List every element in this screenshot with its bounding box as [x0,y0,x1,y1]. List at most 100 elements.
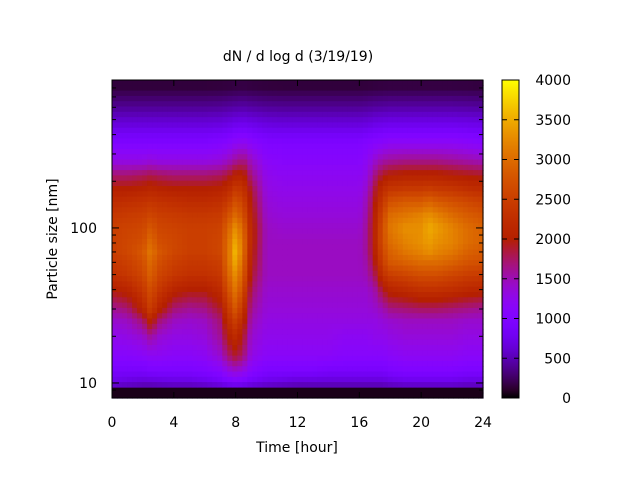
heatmap-cell [247,286,253,293]
heatmap-cell [232,254,238,261]
heatmap-cell [232,159,238,166]
heatmap-cell [127,281,133,288]
heatmap-cell [462,254,469,261]
heatmap-cell [252,201,258,208]
heatmap-cell [322,159,329,166]
heatmap-cell [402,307,409,314]
heatmap-cell [117,90,123,97]
heatmap-cell [367,191,374,198]
heatmap-cell [112,323,118,330]
heatmap-cell [167,334,173,341]
heatmap-cell [352,292,359,298]
heatmap-cell [407,244,414,251]
heatmap-cell [432,85,439,92]
heatmap-cell [457,228,464,235]
heatmap-cell [222,254,228,261]
heatmap-cell [142,254,148,261]
heatmap-cell [152,122,158,129]
heatmap-cell [212,148,218,155]
heatmap-cell [402,191,409,198]
heatmap-cell [332,217,339,224]
heatmap-cell [257,117,263,123]
heatmap-cell [252,106,258,113]
heatmap-cell [437,191,444,198]
heatmap-cell [262,297,269,304]
heatmap-cell [367,122,374,129]
heatmap-cell [267,249,274,256]
heatmap-cell [387,249,394,256]
heatmap-cell [417,350,424,357]
heatmap-cell [327,111,334,118]
heatmap-cell [477,212,484,219]
heatmap-cell [192,270,198,277]
heatmap-cell [377,148,384,155]
heatmap-cell [342,212,349,219]
heatmap-cell [362,180,369,187]
heatmap-cell [222,313,228,320]
heatmap-cell [322,254,329,261]
heatmap-cell [382,366,389,373]
heatmap-cell [457,329,464,335]
heatmap-cell [312,80,319,86]
heatmap-cell [447,90,454,97]
heatmap-cell [162,260,168,267]
heatmap-cell [347,159,354,166]
heatmap-cell [302,127,309,134]
heatmap-cell [117,212,123,219]
heatmap-cell [332,164,339,171]
heatmap-cell [362,111,369,118]
heatmap-cell [142,133,148,139]
heatmap-cell [197,212,203,219]
heatmap-cell [317,111,324,118]
heatmap-cell [152,143,158,150]
heatmap-cell [247,313,253,320]
heatmap-cell [177,276,183,282]
heatmap-cell [267,297,274,304]
heatmap-cell [462,101,469,108]
heatmap-cell [292,170,299,176]
heatmap-cell [172,302,178,309]
heatmap-cell [172,207,178,214]
heatmap-cell [197,217,203,224]
heatmap-cell [452,212,459,219]
heatmap-cell [207,180,213,187]
heatmap-cell [242,265,248,272]
heatmap-cell [377,292,384,298]
heatmap-cell [227,212,233,219]
heatmap-cell [437,106,444,113]
heatmap-cell [427,329,434,335]
heatmap-cell [337,117,344,123]
heatmap-cell [302,318,309,325]
heatmap-cell [142,270,148,277]
heatmap-cell [282,127,289,134]
heatmap-cell [347,345,354,351]
heatmap-cell [377,85,384,92]
heatmap-cell [247,360,253,367]
heatmap-cell [177,191,183,198]
heatmap-cell [182,90,188,97]
heatmap-cell [402,90,409,97]
heatmap-cell [337,127,344,134]
heatmap-cell [182,286,188,293]
heatmap-cell [422,345,429,351]
heatmap-cell [372,191,379,198]
heatmap-cell [367,366,374,373]
heatmap-cell [367,270,374,277]
heatmap-cell [222,360,228,367]
heatmap-cell [272,360,279,367]
heatmap-cell [417,376,424,383]
heatmap-cell [407,281,414,288]
heatmap-cell [267,345,274,351]
heatmap-cell [302,254,309,261]
heatmap-cell [447,329,454,335]
heatmap-cell [297,228,304,235]
heatmap-cell [397,95,404,102]
heatmap-cell [262,175,269,182]
heatmap-cell [152,196,158,203]
heatmap-cell [297,143,304,150]
heatmap-cell [362,186,369,192]
heatmap-cell [417,228,424,235]
heatmap-cell [147,297,153,304]
heatmap-cell [147,307,153,314]
heatmap-cell [342,201,349,208]
